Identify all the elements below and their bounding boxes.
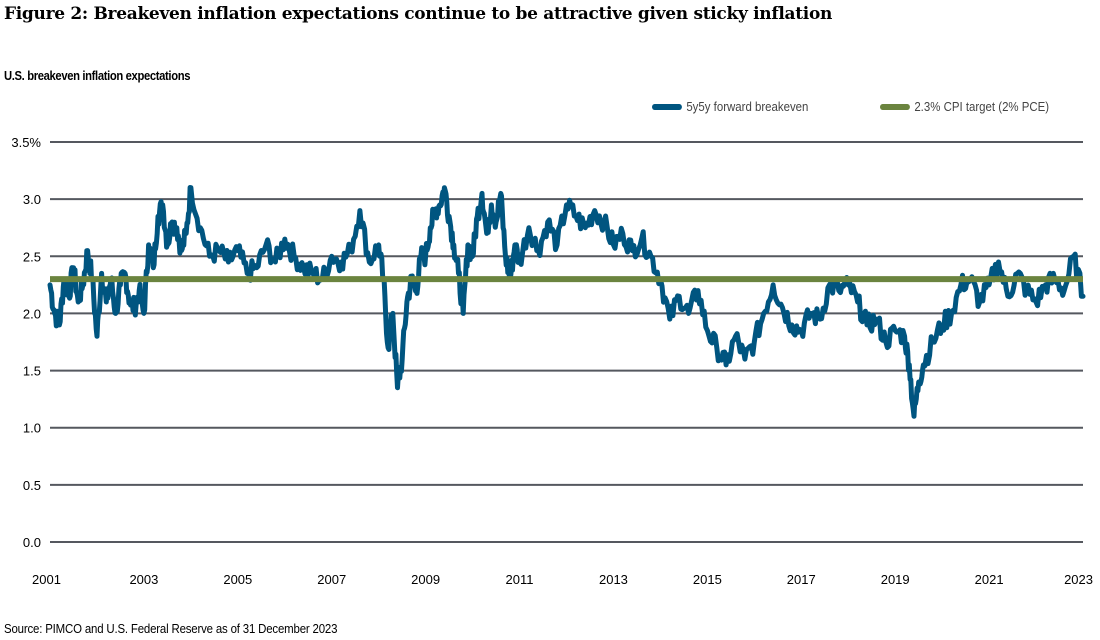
y-tick-label: 0.0	[23, 535, 41, 550]
x-tick-label: 2023	[1064, 572, 1093, 587]
x-tick-label: 2001	[32, 572, 61, 587]
x-tick-label: 2019	[881, 572, 910, 587]
legend-label: 5y5y forward breakeven	[686, 99, 809, 114]
x-tick-label: 2013	[599, 572, 628, 587]
y-tick-label: 2.5	[23, 249, 41, 264]
gridlines	[50, 141, 1083, 543]
x-tick-label: 2011	[506, 572, 534, 587]
y-tick-label: 3.5%	[11, 135, 41, 150]
x-tick-label: 2017	[787, 572, 816, 587]
figure-title: Figure 2: Breakeven inflation expectatio…	[4, 4, 833, 24]
x-tick-label: 2009	[411, 572, 440, 587]
x-tick-label: 2005	[223, 572, 252, 587]
y-tick-label: 1.5	[23, 364, 41, 379]
x-tick-label: 2007	[317, 572, 346, 587]
x-tick-label: 2015	[693, 572, 722, 587]
legend-item-cpi-target: 2.3% CPI target (2% PCE)	[880, 99, 1049, 114]
y-tick-label: 3.0	[23, 192, 41, 207]
legend-swatch-blue-icon	[652, 103, 682, 110]
x-tick-label: 2021	[975, 572, 1004, 587]
series-5y5y-breakeven	[47, 185, 1086, 419]
legend-swatch-green-icon	[880, 103, 910, 110]
y-tick-label: 0.5	[23, 478, 41, 493]
x-tick-label: 2003	[129, 572, 158, 587]
y-axis-ticks: 0.0 0.5 1.0 1.5 2.0 2.5 3.0 3.5%	[11, 135, 41, 550]
source-note: Source: PIMCO and U.S. Federal Reserve a…	[4, 621, 338, 636]
y-tick-label: 1.0	[23, 421, 41, 436]
legend-label: 2.3% CPI target (2% PCE)	[914, 99, 1050, 114]
y-tick-label: 2.0	[23, 306, 41, 321]
legend-item-5y5y: 5y5y forward breakeven	[652, 99, 808, 114]
chart-subtitle: U.S. breakeven inflation expectations	[4, 69, 191, 83]
x-axis-ticks: 2001 2003 2005 2007 2009 2011 2013 2015 2017 2019…	[32, 572, 1093, 587]
